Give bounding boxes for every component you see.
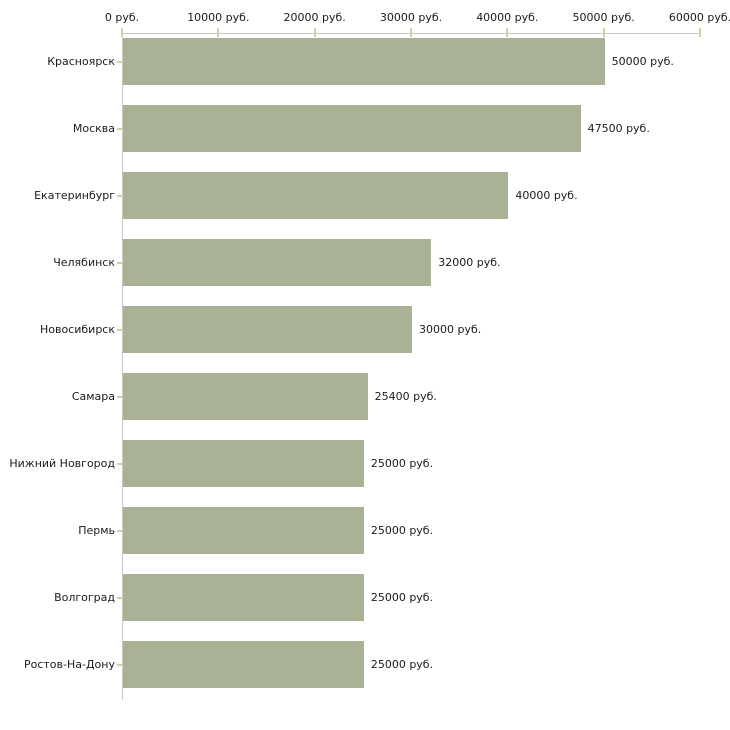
x-axis-tick-label: 10000 руб. xyxy=(187,11,250,24)
value-label: 25000 руб. xyxy=(370,657,434,671)
bar xyxy=(123,38,605,85)
bar xyxy=(123,239,432,286)
y-axis-tick xyxy=(117,261,122,264)
x-axis-tick-label: 60000 руб. xyxy=(668,11,730,24)
x-axis-tick xyxy=(217,28,220,37)
x-axis-tick xyxy=(506,28,509,37)
y-axis-tick xyxy=(117,596,122,599)
y-axis-tick xyxy=(117,127,122,130)
y-axis-tick xyxy=(117,663,122,666)
bar xyxy=(123,641,364,688)
category-label: Красноярск xyxy=(47,54,115,68)
x-axis-tick-label: 30000 руб. xyxy=(379,11,443,24)
x-axis-tick xyxy=(121,28,123,37)
bar xyxy=(123,440,364,487)
x-axis-tick-label: 20000 руб. xyxy=(283,11,346,24)
category-label: Пермь xyxy=(78,523,115,537)
value-label: 50000 руб. xyxy=(611,54,674,68)
y-axis-line xyxy=(122,33,123,700)
value-label: 47500 руб. xyxy=(587,121,650,135)
bar xyxy=(123,172,509,219)
bar xyxy=(123,574,364,621)
value-label: 25000 руб. xyxy=(370,523,434,537)
category-label: Екатеринбург xyxy=(34,188,115,202)
value-label: 40000 руб. xyxy=(515,188,578,202)
y-axis-tick xyxy=(117,194,122,197)
category-label: Челябинск xyxy=(53,255,115,269)
y-axis-tick xyxy=(117,60,122,63)
category-label: Волгоград xyxy=(54,590,115,604)
y-axis-tick xyxy=(117,529,122,532)
value-label: 25000 руб. xyxy=(370,456,434,470)
category-label: Ростов-На-Дону xyxy=(23,657,115,671)
value-label: 25400 руб. xyxy=(374,389,437,403)
category-label: Новосибирск xyxy=(39,322,115,336)
y-axis-tick xyxy=(117,328,122,331)
value-label: 30000 руб. xyxy=(419,322,482,336)
bar xyxy=(123,105,581,152)
x-axis-tick-label: 0 руб. xyxy=(104,11,140,24)
bar xyxy=(123,373,368,420)
x-axis-tick-label: 50000 руб. xyxy=(572,11,635,24)
category-label: Нижний Новгород xyxy=(9,456,115,470)
y-axis-tick xyxy=(117,395,122,398)
bar xyxy=(123,507,364,554)
x-axis-tick xyxy=(410,28,412,37)
bar xyxy=(123,306,412,353)
value-label: 25000 руб. xyxy=(370,590,434,604)
category-label: Москва xyxy=(72,121,115,135)
value-label: 32000 руб. xyxy=(438,255,501,269)
x-axis-tick xyxy=(602,28,605,37)
x-axis-tick-label: 40000 руб. xyxy=(476,11,539,24)
x-axis-tick xyxy=(313,28,316,37)
category-label: Самара xyxy=(71,389,115,403)
y-axis-tick xyxy=(117,462,122,465)
x-axis-tick xyxy=(699,28,701,37)
